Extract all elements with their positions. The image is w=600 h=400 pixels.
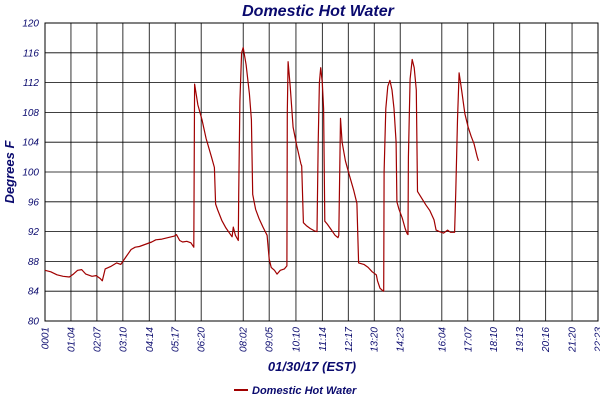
y-tick-label: 116 [23, 48, 39, 59]
x-tick-label: 14:23 [396, 327, 407, 352]
legend: Domestic Hot Water [234, 385, 357, 397]
x-tick-label: 08:02 [239, 327, 250, 352]
x-tick-label: 21:20 [568, 327, 579, 353]
x-tick-label: 01:04 [66, 327, 77, 352]
grid-lines [45, 23, 598, 321]
x-tick-labels: 0001 01:04 02:07 03:10 04:14 05:17 06:20 08:02 0… [41, 327, 600, 353]
x-tick-label: 03:10 [118, 327, 129, 352]
x-tick-label: 17:07 [463, 327, 474, 352]
x-tick-label: 0001 [41, 327, 52, 349]
y-tick-labels: 80 84 88 92 96 100 104 108 112 116 120 [22, 19, 39, 328]
series-lines [44, 47, 480, 292]
x-tick-label: 06:20 [197, 327, 208, 352]
series-line [44, 47, 480, 292]
x-tick-label: 16:04 [437, 327, 448, 352]
x-tick-label: 04:14 [145, 327, 156, 352]
y-tick-label: 84 [28, 287, 40, 298]
y-tick-label: 80 [28, 317, 40, 328]
x-tick-label: 22:23 [594, 327, 600, 353]
x-tick-label: 19:13 [515, 327, 526, 352]
x-tick-label: 05:17 [171, 327, 182, 352]
x-tick-label: 18:10 [489, 327, 500, 352]
x-tick-label: 11:14 [318, 327, 329, 352]
x-tick-label: 12:17 [344, 327, 355, 352]
y-tick-label: 88 [28, 257, 40, 268]
x-tick-label: 20:16 [541, 327, 552, 353]
chart-title: Domestic Hot Water [242, 3, 395, 20]
y-tick-label: 120 [22, 19, 39, 30]
x-tick-label: 02:07 [92, 327, 103, 352]
y-axis-label: Degrees F [2, 140, 17, 204]
x-axis-label: 01/30/17 (EST) [268, 359, 356, 374]
y-tick-label: 100 [22, 168, 39, 179]
y-tick-label: 112 [23, 78, 39, 89]
y-tick-label: 96 [28, 197, 40, 208]
legend-label: Domestic Hot Water [252, 385, 357, 397]
x-tick-label: 13:20 [370, 327, 381, 352]
y-tick-label: 104 [22, 138, 39, 149]
y-tick-label: 92 [28, 227, 40, 238]
x-tick-label: 10:10 [291, 327, 302, 352]
x-tick-label: 09:05 [265, 327, 276, 352]
y-tick-label: 108 [22, 108, 39, 119]
